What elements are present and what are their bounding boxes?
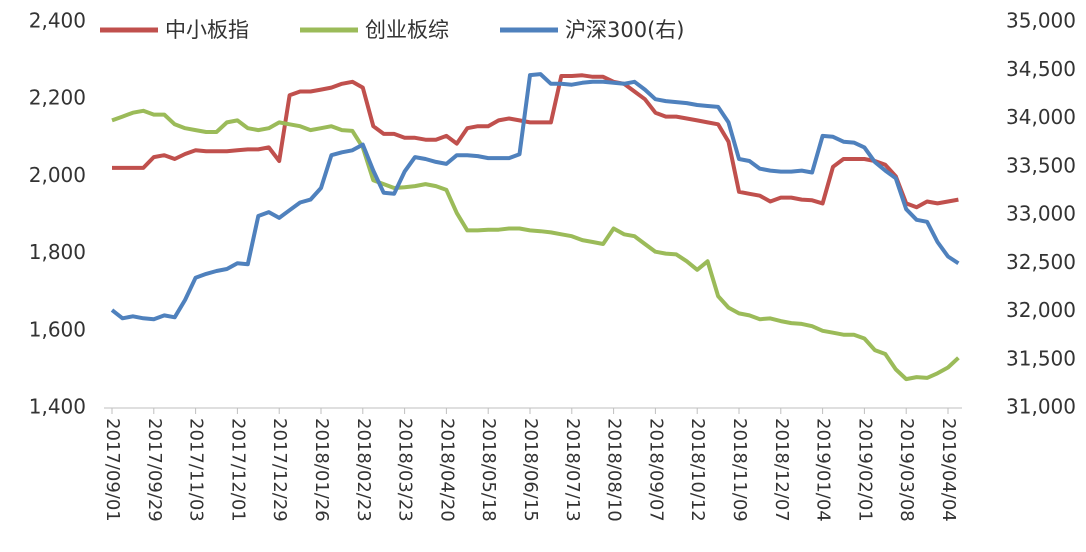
x-tick-label: 2017/12/29 [269, 418, 290, 522]
y-tick-label: 1,800 [29, 240, 86, 264]
y2-tick-label: 33,500 [1006, 153, 1076, 177]
x-tick-label: 2017/11/03 [186, 418, 207, 522]
y2-tick-label: 34,000 [1006, 105, 1076, 129]
y2-tick-label: 34,500 [1006, 57, 1076, 81]
legend-label: 创业板综 [365, 18, 449, 42]
series-line [111, 108, 960, 382]
x-tick-label: 2018/03/23 [395, 418, 416, 522]
x-tick-label: 2019/03/08 [896, 418, 917, 522]
x-tick-label: 2018/09/07 [645, 418, 666, 522]
x-tick-label: 2018/12/07 [771, 418, 792, 522]
x-tick-label: 2019/04/04 [938, 418, 959, 522]
x-tick-label: 2018/08/10 [604, 418, 625, 522]
x-tick-label: 2017/09/01 [102, 418, 123, 522]
x-tick-label: 2018/01/26 [311, 418, 332, 522]
y-tick-label: 2,200 [29, 86, 86, 110]
series-line [112, 73, 959, 210]
y2-tick-label: 32,000 [1006, 298, 1076, 322]
y2-tick-label: 35,000 [1006, 9, 1076, 33]
y-tick-label: 1,400 [29, 395, 86, 419]
y2-tick-label: 33,000 [1006, 202, 1076, 226]
x-tick-label: 2018/07/13 [562, 418, 583, 522]
x-tick-label: 2018/04/20 [436, 418, 457, 522]
y2-tick-label: 31,000 [1006, 395, 1076, 419]
x-tick-label: 2018/02/23 [353, 418, 374, 522]
legend-label: 中小板指 [165, 18, 249, 42]
x-tick-label: 2018/10/12 [687, 418, 708, 522]
y2-tick-label: 31,500 [1006, 346, 1076, 370]
legend-label: 沪深300(右) [565, 18, 684, 42]
y-tick-label: 1,600 [29, 317, 86, 341]
x-tick-label: 2019/01/04 [813, 418, 834, 522]
x-tick-label: 2017/12/01 [227, 418, 248, 522]
x-tick-label: 2017/09/29 [144, 418, 165, 522]
x-tick-label: 2018/11/09 [729, 418, 750, 522]
y-tick-label: 2,000 [29, 163, 86, 187]
y-tick-label: 2,400 [29, 9, 86, 33]
x-tick-label: 2018/05/18 [478, 418, 499, 522]
x-tick-label: 2018/06/15 [520, 418, 541, 522]
series-line [110, 72, 960, 322]
x-tick-label: 2019/02/01 [854, 418, 875, 522]
y2-tick-label: 32,500 [1006, 250, 1076, 274]
